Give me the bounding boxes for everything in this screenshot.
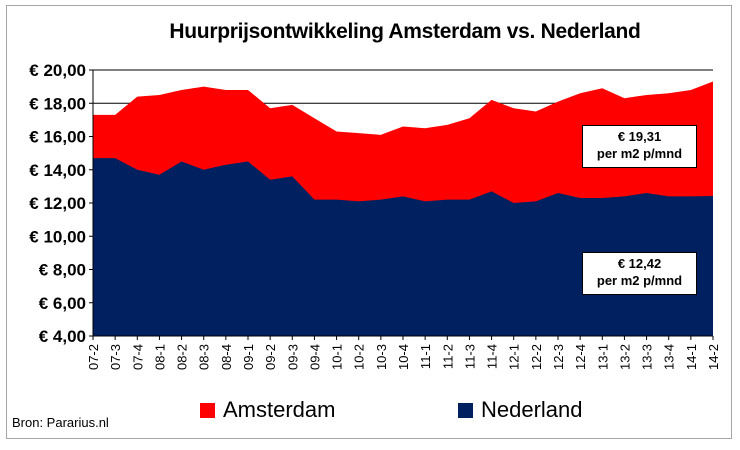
x-tick-label: 07-4 xyxy=(130,344,145,370)
x-tick-label: 10-3 xyxy=(374,344,389,370)
y-tick-label: € 6,00 xyxy=(39,294,86,313)
x-tick-label: 09-1 xyxy=(241,344,256,370)
x-tick-label: 11-2 xyxy=(440,344,455,369)
y-tick-label: € 14,00 xyxy=(29,161,86,180)
x-tick-label: 11-3 xyxy=(462,344,477,369)
y-tick-label: € 12,00 xyxy=(29,194,86,213)
x-tick-label: 08-2 xyxy=(175,344,190,370)
x-tick-label: 07-2 xyxy=(86,344,101,370)
x-tick-label: 12-4 xyxy=(573,344,588,370)
y-tick-label: € 10,00 xyxy=(29,227,86,246)
x-tick-label: 14-2 xyxy=(706,344,721,370)
amsterdam-callout-value: € 19,31 xyxy=(617,129,662,144)
y-tick-label: € 20,00 xyxy=(29,61,86,80)
y-tick-label: € 18,00 xyxy=(29,94,86,113)
y-tick-label: € 16,00 xyxy=(29,128,86,147)
x-tick-label: 11-4 xyxy=(485,344,500,369)
amsterdam-callout-unit: per m2 p/mnd xyxy=(596,146,683,161)
x-tick-label: 14-1 xyxy=(684,344,699,370)
x-tick-label: 11-1 xyxy=(418,344,433,369)
nederland-callout: € 12,42 per m2 p/mnd xyxy=(582,252,697,295)
chart-title: Huurprijsontwikkeling Amsterdam vs. Nede… xyxy=(169,20,641,43)
legend-item-amsterdam: Amsterdam xyxy=(200,395,335,425)
x-tick-label: 10-1 xyxy=(330,344,345,370)
legend-item-nederland: Nederland xyxy=(458,395,583,425)
legend-swatch-amsterdam xyxy=(200,402,215,418)
legend: Amsterdam Nederland xyxy=(200,395,620,425)
nederland-callout-value: € 12,42 xyxy=(617,256,662,271)
legend-label-nederland: Nederland xyxy=(481,397,583,422)
x-tick-label: 09-4 xyxy=(307,344,322,370)
x-tick-label: 13-3 xyxy=(640,344,655,370)
x-tick-label: 13-2 xyxy=(617,344,632,370)
x-tick-label: 12-3 xyxy=(551,344,566,370)
chart-border xyxy=(6,5,732,439)
x-tick-label: 09-3 xyxy=(285,344,300,370)
legend-swatch-nederland xyxy=(458,402,473,418)
x-tick-label: 12-1 xyxy=(507,344,522,370)
x-tick-label: 13-1 xyxy=(595,344,610,370)
x-tick-label: 09-2 xyxy=(263,344,278,370)
x-tick-label: 13-4 xyxy=(662,344,677,370)
amsterdam-callout: € 19,31 per m2 p/mnd xyxy=(582,125,697,168)
x-tick-label: 07-3 xyxy=(108,344,123,370)
source-note: Bron: Pararius.nl xyxy=(12,415,109,430)
x-tick-label: 12-2 xyxy=(529,344,544,370)
y-tick-label: € 4,00 xyxy=(39,327,86,346)
x-tick-label: 08-1 xyxy=(152,344,167,370)
area-nederland xyxy=(93,158,713,336)
nederland-callout-unit: per m2 p/mnd xyxy=(596,273,683,288)
x-tick-label: 10-4 xyxy=(396,344,411,370)
x-tick-label: 08-4 xyxy=(219,344,234,370)
x-tick-label: 10-2 xyxy=(352,344,367,370)
y-tick-label: € 8,00 xyxy=(39,261,86,280)
legend-label-amsterdam: Amsterdam xyxy=(223,397,336,422)
x-tick-label: 08-3 xyxy=(197,344,212,370)
